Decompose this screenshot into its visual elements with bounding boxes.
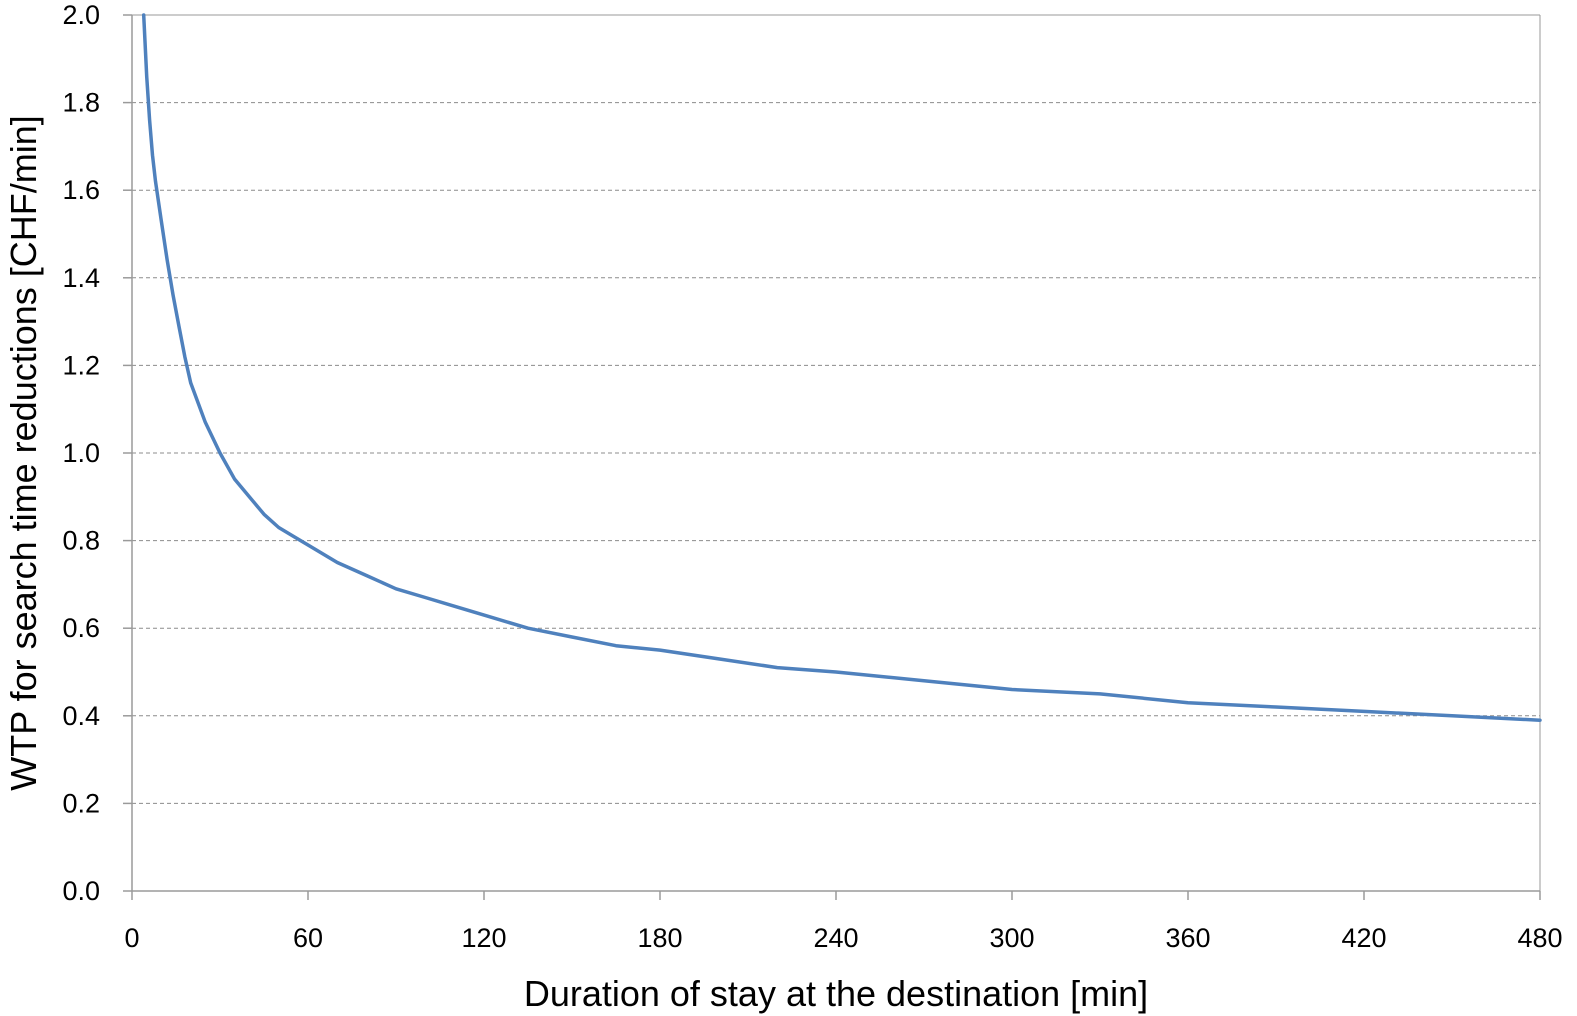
- y-tick-label: 2.0: [62, 0, 100, 30]
- x-tick-label: 480: [1517, 923, 1562, 953]
- series-group: [141, 13, 1542, 722]
- y-tick-label: 1.6: [62, 175, 100, 205]
- x-tick-label: 300: [989, 923, 1034, 953]
- y-tick-label: 0.0: [62, 876, 100, 906]
- x-tick-label: 180: [637, 923, 682, 953]
- x-tick-label: 360: [1165, 923, 1210, 953]
- y-tick-label: 0.2: [62, 788, 100, 818]
- x-tick-label: 60: [293, 923, 323, 953]
- x-tick-label: 420: [1341, 923, 1386, 953]
- y-tick-label: 1.0: [62, 438, 100, 468]
- x-tick-label: 0: [124, 923, 139, 953]
- x-tick-label: 120: [461, 923, 506, 953]
- y-axis-ticks: 0.0 0.2 0.4 0.6 0.8 1.0 1.2 1.4 1.6 1.8 2.0: [62, 0, 132, 906]
- y-tick-label: 1.4: [62, 263, 100, 293]
- x-tick-label: 240: [813, 923, 858, 953]
- y-tick-label: 1.8: [62, 88, 100, 118]
- y-axis-title: WTP for search time reductions [CHF/min]: [3, 115, 44, 791]
- gridlines: [132, 102, 1540, 804]
- series-line: [141, 13, 1542, 722]
- y-tick-label: 1.2: [62, 350, 100, 380]
- y-tick-label: 0.4: [62, 701, 100, 731]
- y-tick-label: 0.6: [62, 613, 100, 643]
- x-axis-title: Duration of stay at the destination [min…: [524, 973, 1148, 1014]
- x-axis-ticks: 0 60 120 180 240 300 360 420 480: [124, 891, 1563, 953]
- y-tick-label: 0.8: [62, 526, 100, 556]
